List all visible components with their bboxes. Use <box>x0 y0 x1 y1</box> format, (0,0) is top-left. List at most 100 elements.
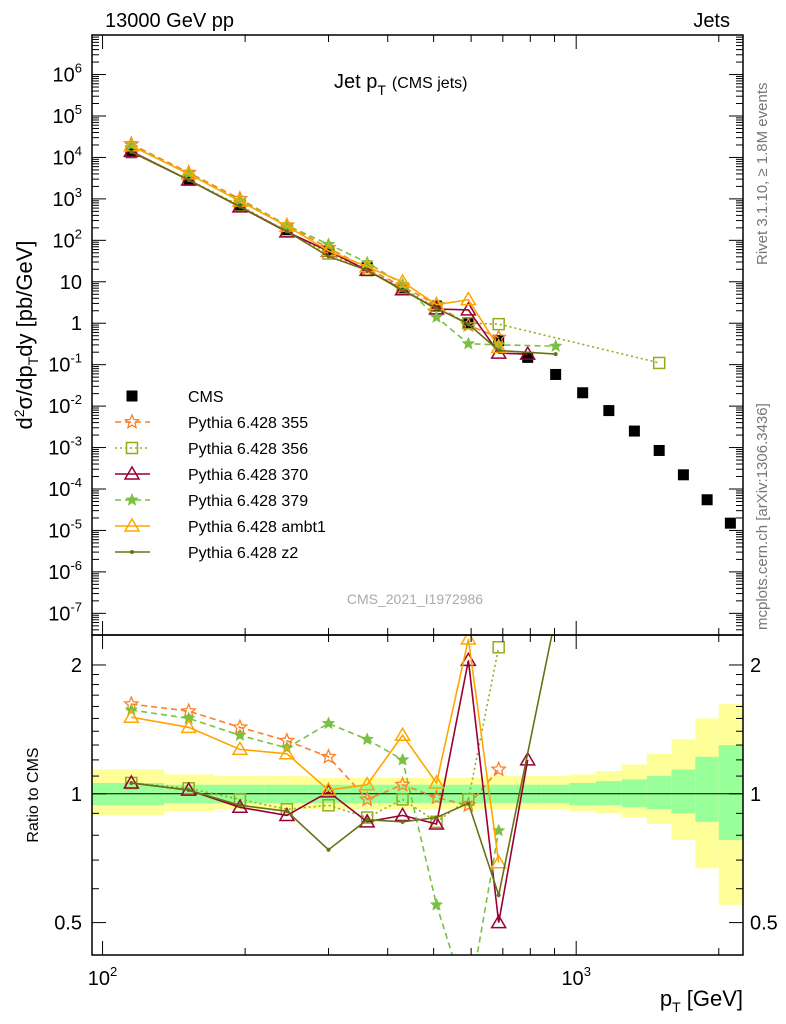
ratio-point <box>463 1000 475 1011</box>
ratio-point <box>428 774 445 789</box>
y-tick-label: 10-1 <box>48 351 82 377</box>
header-left: 13000 GeV pp <box>105 10 234 32</box>
data-point <box>429 310 444 323</box>
legend-entry-pythia-6-428-379: Pythia 6.428 379 <box>115 492 308 510</box>
data-point <box>550 368 562 380</box>
legend-label: Pythia 6.428 370 <box>188 467 308 484</box>
data-point <box>462 316 475 330</box>
y-tick-label: 10-3 <box>48 434 82 460</box>
y-tick-label: 103 <box>53 185 82 211</box>
legend-marker <box>126 390 138 402</box>
ratio-point <box>322 799 335 812</box>
series-pythia-6-428-356 <box>125 145 666 370</box>
ratio-point <box>180 718 197 734</box>
data-point <box>549 339 563 352</box>
legend-label: Pythia 6.428 379 <box>188 493 308 510</box>
data-point <box>724 517 736 529</box>
data-point <box>326 254 331 259</box>
legend-entry-pythia-6-428-356: Pythia 6.428 356 <box>115 441 308 458</box>
main-series-layer <box>122 135 736 529</box>
ratio-series-layer <box>122 614 558 1011</box>
data-point <box>284 229 289 234</box>
ratio-point <box>554 614 558 618</box>
ratio-point <box>519 751 537 766</box>
ratio-y-tick-label-right: 0.5 <box>750 913 778 935</box>
ratio-series-pythia-6-428-379 <box>124 702 506 1011</box>
ratio-point <box>394 726 411 742</box>
ratio-frame <box>91 634 744 956</box>
y-tick-label: 10-6 <box>48 558 82 584</box>
data-point <box>129 150 134 155</box>
legend-marker <box>123 465 141 480</box>
plot-title-sub: T <box>377 82 386 98</box>
data-point <box>466 322 471 327</box>
analysis-watermark: CMS_2021_I1972986 <box>347 591 483 607</box>
ratio-point <box>394 806 411 822</box>
ratio-point <box>233 728 247 741</box>
data-point <box>186 178 191 183</box>
legend-entry-pythia-6-428-z2: Pythia 6.428 z2 <box>115 545 298 562</box>
legend-entry-pythia-6-428-ambt1: Pythia 6.428 ambt1 <box>115 517 326 536</box>
series-pythia-6-428-355 <box>123 135 507 345</box>
ratio-point <box>460 635 477 645</box>
data-point <box>496 348 501 353</box>
y-tick-label: 1 <box>71 313 82 335</box>
ratio-point <box>358 776 376 791</box>
legend: CMS Pythia 6.428 355 Pythia 6.428 356 Pythi… <box>115 389 326 562</box>
band-inner-bin <box>671 769 696 814</box>
ratio-line <box>131 638 500 863</box>
legend-entry-pythia-6-428-370: Pythia 6.428 370 <box>115 465 308 484</box>
legend-marker <box>125 492 139 506</box>
plot-title-suffix: (CMS jets) <box>392 75 468 92</box>
series-line <box>130 145 500 348</box>
ratio-point <box>490 914 507 929</box>
x-axis-label: pT [GeV] <box>660 986 743 1015</box>
ratio-point <box>428 815 445 830</box>
ratio-point <box>395 752 410 766</box>
series-line <box>130 150 660 364</box>
ratio-line <box>131 660 529 923</box>
main-y-axis-label: d2σ/dpTdy [pb/GeV] <box>11 241 41 430</box>
ratio-point <box>358 790 376 807</box>
data-point <box>628 425 640 437</box>
ratio-point <box>122 774 140 789</box>
ratio-line <box>131 635 553 899</box>
ratio-y-tick-label: 2 <box>71 655 82 677</box>
y-tick-label: 10-2 <box>48 392 82 418</box>
ratio-point <box>129 780 134 785</box>
ratio-line <box>131 709 500 955</box>
data-point <box>460 301 477 316</box>
y-tick-label: 10 <box>60 272 82 294</box>
ratio-point <box>186 788 191 793</box>
side-label-mcplots: mcplots.cern.ch [arXiv:1306.3436] <box>754 403 771 630</box>
data-point <box>434 306 439 311</box>
ratio-series-pythia-6-428-ambt1 <box>122 635 507 869</box>
side-label-rivet: Rivet 3.1.10, ≥ 1.8M events <box>754 83 771 266</box>
data-point <box>492 317 505 331</box>
ratio-point <box>396 793 409 806</box>
ratio-point <box>466 801 471 806</box>
data-point <box>237 204 242 209</box>
y-tick-label: 105 <box>53 102 82 128</box>
legend-entry-cms: CMS <box>126 389 224 406</box>
y-tick-label: 10-7 <box>48 599 82 625</box>
ratio-point <box>320 748 337 764</box>
ratio-point <box>284 809 289 814</box>
ratio-point <box>231 740 249 756</box>
data-point <box>677 469 689 481</box>
ratio-point <box>429 897 444 911</box>
y-tick-label: 10-4 <box>48 475 82 501</box>
ratio-y-tick-label-right: 2 <box>750 655 761 677</box>
ratio-point <box>237 803 242 808</box>
ratio-point <box>492 641 505 654</box>
legend-marker <box>130 550 134 554</box>
ratio-point <box>358 813 376 828</box>
ratio-point <box>434 815 439 820</box>
ratio-point <box>326 847 331 852</box>
data-point <box>461 336 476 350</box>
x-tick-label: 102 <box>88 964 117 990</box>
ratio-point <box>490 760 507 777</box>
ratio-point <box>122 708 140 723</box>
legend-entry-pythia-6-428-355: Pythia 6.428 355 <box>115 413 308 432</box>
data-point <box>400 288 405 293</box>
